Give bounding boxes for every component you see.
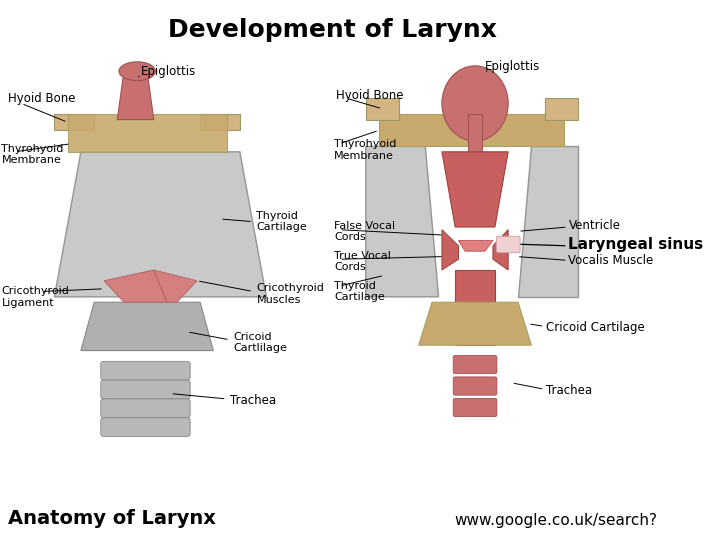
Text: Trachea: Trachea [230,394,276,407]
Polygon shape [117,71,154,119]
Text: Ventricle: Ventricle [569,219,621,232]
Text: Cricoid Cartilage: Cricoid Cartilage [546,321,644,334]
Polygon shape [459,240,493,251]
Text: Thyroid
Cartilage: Thyroid Cartilage [256,211,307,232]
Polygon shape [493,230,508,270]
Text: Hyoid Bone: Hyoid Bone [8,92,76,105]
Polygon shape [55,152,266,297]
Ellipse shape [442,66,508,141]
Polygon shape [544,98,577,119]
Text: Epiglottis: Epiglottis [485,60,540,73]
FancyBboxPatch shape [101,418,190,436]
Ellipse shape [119,62,156,80]
FancyBboxPatch shape [101,399,190,418]
FancyBboxPatch shape [496,236,520,253]
FancyBboxPatch shape [453,355,497,374]
Text: Cricothyroid
Muscles: Cricothyroid Muscles [256,284,324,305]
Polygon shape [68,114,227,152]
Polygon shape [455,270,495,345]
Polygon shape [442,152,508,227]
Polygon shape [55,114,94,130]
Text: Thyrohyoid
Membrane: Thyrohyoid Membrane [334,139,396,161]
Text: Development of Larynx: Development of Larynx [168,17,497,42]
Polygon shape [154,270,197,302]
Text: Hyoid Bone: Hyoid Bone [336,89,403,102]
FancyBboxPatch shape [453,377,497,395]
Text: Thyrohyoid
Membrane: Thyrohyoid Membrane [1,144,64,165]
Text: Thyroid
Cartilage: Thyroid Cartilage [334,281,384,302]
Text: Laryngeal sinus: Laryngeal sinus [569,237,703,252]
Polygon shape [366,98,399,119]
Polygon shape [104,270,167,302]
Text: False Vocal
Cords: False Vocal Cords [334,220,395,242]
Polygon shape [81,302,213,350]
Polygon shape [379,114,564,146]
Text: Cricothyroid
Ligament: Cricothyroid Ligament [1,286,69,308]
Text: Trachea: Trachea [546,384,592,397]
FancyBboxPatch shape [101,361,190,380]
FancyBboxPatch shape [101,380,190,399]
FancyBboxPatch shape [453,399,497,417]
Polygon shape [518,146,577,297]
Polygon shape [419,302,531,345]
Text: Epiglottis: Epiglottis [140,65,196,78]
Text: True Vocal
Cords: True Vocal Cords [334,251,391,272]
FancyBboxPatch shape [469,114,482,157]
Text: Cricoid
Cartlilage: Cricoid Cartlilage [233,332,287,353]
Polygon shape [366,146,438,297]
Polygon shape [200,114,240,130]
Polygon shape [442,230,459,270]
Text: Anatomy of Larynx: Anatomy of Larynx [8,509,216,528]
Text: Vocalis Muscle: Vocalis Muscle [569,254,654,267]
Text: www.google.co.uk/search?: www.google.co.uk/search? [454,513,657,528]
